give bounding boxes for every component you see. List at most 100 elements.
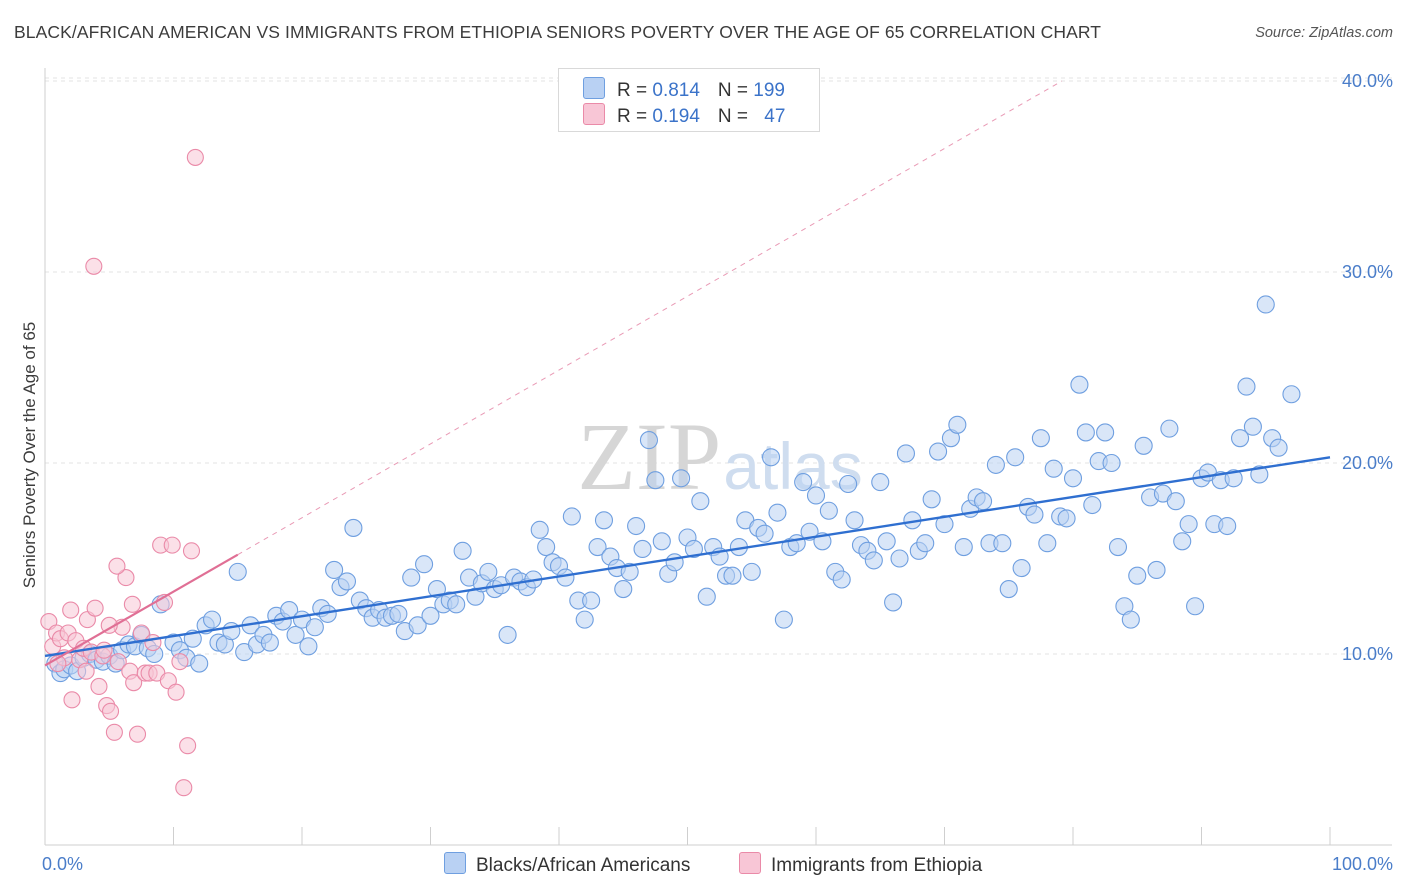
data-point-blue <box>1038 534 1057 553</box>
data-point-blue <box>203 610 222 629</box>
data-point-blue <box>1121 610 1140 629</box>
data-point-pink <box>77 662 95 680</box>
data-point-blue <box>877 532 896 551</box>
data-point-blue <box>588 537 607 557</box>
data-point-blue <box>1147 560 1166 580</box>
bottom-legend-label-pink: Immigrants from Ethiopia <box>771 855 983 876</box>
data-point-pink <box>90 677 108 696</box>
data-point-pink <box>100 616 118 634</box>
trend-lines <box>44 80 1331 667</box>
data-point-blue <box>1108 537 1128 557</box>
data-point-blue <box>755 524 774 543</box>
data-point-blue <box>1282 385 1301 404</box>
data-point-blue <box>286 625 305 644</box>
data-point-blue <box>1025 505 1044 524</box>
data-point-pink <box>117 569 135 587</box>
chart-title: BLACK/AFRICAN AMERICAN VS IMMIGRANTS FRO… <box>14 22 1102 42</box>
source-label: Source: ZipAtlas.com <box>1255 25 1393 41</box>
data-point-blue <box>1031 429 1050 448</box>
data-point-blue <box>1063 469 1083 488</box>
tick-labels: 10.0% 20.0% 30.0% 40.0% 0.0% 100.0% <box>42 71 1393 874</box>
series-blacks <box>46 295 1301 683</box>
data-point-blue <box>1006 448 1025 467</box>
data-point-blue <box>819 501 838 520</box>
data-point-blue <box>305 618 324 637</box>
data-point-blue <box>1186 597 1205 616</box>
data-point-pink <box>63 691 81 709</box>
watermark: ZIPatlas <box>577 403 862 510</box>
data-point-blue <box>498 625 517 644</box>
data-point-pink <box>109 653 127 671</box>
data-point-blue <box>337 572 357 591</box>
data-point-blue <box>1173 532 1192 551</box>
data-point-blue <box>672 469 691 488</box>
data-point-blue <box>871 473 890 492</box>
data-point-pink <box>144 633 162 652</box>
data-point-pink <box>95 641 113 659</box>
legend-r-value: 0.194 <box>652 106 700 127</box>
data-point-blue <box>402 568 421 587</box>
data-point-blue <box>1044 459 1063 478</box>
data-point-blue <box>646 471 665 490</box>
data-point-blue <box>562 507 581 526</box>
data-point-blue <box>408 616 427 635</box>
bottom-legend-swatch-pink <box>739 852 761 874</box>
legend-r-label: R = <box>617 80 653 101</box>
trend-line-pink <box>44 553 239 667</box>
data-point-blue <box>1231 429 1250 448</box>
data-point-blue <box>1250 465 1269 484</box>
legend-row-blue: R = 0.814 N = 199 <box>583 77 785 101</box>
data-point-blue <box>447 595 466 614</box>
data-point-blue <box>415 555 434 574</box>
x-tick-label: 0.0% <box>42 854 83 874</box>
data-point-pink <box>175 779 193 797</box>
data-point-pink <box>123 595 141 613</box>
data-point-pink <box>186 148 204 166</box>
data-point-blue <box>190 654 209 673</box>
data-point-blue <box>922 490 941 509</box>
y-tick-label: 30.0% <box>1342 262 1393 282</box>
bottom-legend-label-blue: Blacks/African Americans <box>476 855 691 876</box>
y-tick-label: 10.0% <box>1342 644 1393 664</box>
data-point-blue <box>839 474 858 494</box>
data-point-blue <box>421 606 440 625</box>
data-point-blue <box>594 511 614 530</box>
bottom-legend-pink: Immigrants from Ethiopia <box>739 852 982 877</box>
data-point-blue <box>774 610 793 629</box>
data-point-pink <box>101 702 120 720</box>
data-point-pink <box>167 683 185 701</box>
data-point-blue <box>1269 438 1288 457</box>
data-point-blue <box>845 511 864 530</box>
bottom-legend: Blacks/African Americans Immigrants from… <box>0 852 1406 878</box>
data-point-blue <box>761 448 781 467</box>
legend-swatch-blue <box>583 77 605 99</box>
data-point-blue <box>684 539 703 559</box>
data-point-blue <box>344 518 363 537</box>
data-point-pink <box>125 674 143 692</box>
data-point-blue <box>723 566 742 585</box>
data-point-blue <box>986 455 1005 474</box>
data-point-blue <box>614 580 633 599</box>
data-point-blue <box>530 520 549 539</box>
y-tick-label: 20.0% <box>1342 453 1393 473</box>
data-point-pink <box>85 257 103 275</box>
data-point-blue <box>389 604 408 623</box>
data-point-pink <box>105 723 123 741</box>
legend-row-pink: R = 0.194 N = 47 <box>583 103 785 127</box>
data-point-blue <box>228 562 247 581</box>
data-point-blue <box>627 516 646 536</box>
data-point-blue <box>916 534 935 553</box>
data-point-blue <box>1237 377 1256 396</box>
data-point-blue <box>993 534 1012 553</box>
data-point-blue <box>665 553 684 572</box>
y-tick-label: 40.0% <box>1342 71 1393 91</box>
series-ethiopia <box>40 148 204 797</box>
data-point-blue <box>973 492 993 511</box>
legend-n-value: 47 <box>764 106 786 127</box>
data-point-blue <box>1160 419 1179 438</box>
legend-n-value: 199 <box>753 80 785 101</box>
data-point-blue <box>999 580 1018 599</box>
legend-r-label: R = <box>617 106 653 127</box>
data-point-blue <box>537 537 556 557</box>
data-point-blue <box>929 442 948 461</box>
